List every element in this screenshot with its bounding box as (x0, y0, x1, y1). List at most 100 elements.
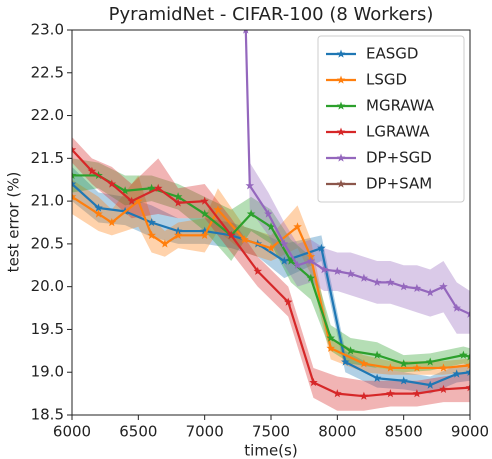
point-marker (386, 363, 395, 372)
legend-marker (336, 75, 346, 84)
point-marker (72, 145, 77, 154)
point-marker (200, 196, 209, 205)
point-marker (399, 376, 408, 385)
legend-label: LSGD (366, 71, 407, 89)
legend-label: EASGD (366, 45, 418, 63)
y-tick-label: 22.5 (31, 63, 64, 81)
point-marker (87, 166, 97, 175)
point-marker (326, 333, 335, 342)
error-band (72, 166, 470, 394)
point-marker (465, 383, 470, 392)
x-tick-label: 8000 (318, 423, 356, 441)
point-marker (245, 181, 255, 190)
point-marker (226, 230, 236, 239)
y-tick-label: 23.0 (31, 21, 64, 39)
y-tick-label: 19.0 (31, 363, 64, 381)
point-marker (439, 363, 448, 372)
point-marker (425, 288, 435, 297)
point-marker (306, 273, 316, 282)
point-marker (439, 384, 448, 393)
legend-label: LGRAWA (366, 123, 430, 141)
y-tick-label: 21.5 (31, 149, 64, 167)
x-tick-label: 6500 (119, 423, 157, 441)
error-band (72, 136, 470, 411)
legend-label: MGRAWA (366, 97, 435, 115)
point-marker (240, 235, 249, 244)
point-marker (359, 391, 369, 400)
point-marker (459, 350, 468, 359)
x-tick-label: 8500 (385, 423, 423, 441)
point-marker (319, 265, 329, 274)
point-marker (107, 218, 117, 227)
point-marker (372, 350, 382, 359)
point-marker (333, 266, 342, 275)
legend-label: DP+SAM (366, 175, 432, 193)
plot (72, 30, 470, 411)
point-marker (107, 179, 117, 188)
point-marker (412, 363, 422, 372)
y-tick-label: 20.0 (31, 277, 64, 295)
point-marker (359, 359, 369, 368)
legend-marker (336, 101, 346, 110)
x-tick-label: 7000 (186, 423, 224, 441)
point-marker (386, 277, 395, 286)
point-marker (439, 282, 448, 291)
point-marker (200, 209, 209, 218)
point-marker (452, 369, 461, 378)
point-marker (134, 196, 143, 205)
x-tick-label: 9000 (451, 423, 489, 441)
point-marker (243, 30, 249, 34)
chart-title: PyramidNet - CIFAR-100 (8 Workers) (109, 4, 434, 25)
x-axis-label: time(s) (244, 442, 297, 459)
point-marker (94, 209, 103, 218)
point-marker (173, 230, 183, 239)
legend-marker (336, 153, 346, 162)
point-marker (72, 179, 77, 188)
series-line (72, 174, 470, 365)
point-marker (147, 183, 156, 192)
point-marker (465, 367, 470, 376)
point-marker (120, 186, 130, 195)
x-tick-label: 6000 (53, 423, 91, 441)
point-marker (160, 239, 170, 248)
point-marker (72, 170, 77, 180)
point-marker (465, 309, 470, 318)
point-marker (173, 226, 183, 235)
point-marker (154, 183, 163, 192)
point-marker (412, 389, 422, 398)
x-tick-label: 7500 (252, 423, 290, 441)
point-marker (465, 360, 470, 369)
point-marker (372, 373, 382, 382)
error-band (245, 30, 470, 334)
point-marker (309, 378, 318, 387)
point-marker (264, 209, 273, 218)
point-marker (293, 260, 302, 269)
point-marker (72, 192, 77, 201)
point-marker (306, 256, 316, 265)
point-marker (284, 297, 293, 306)
point-marker (253, 266, 262, 275)
legend-box (317, 35, 465, 203)
point-marker (280, 256, 289, 265)
point-marker (412, 283, 422, 292)
point-marker (266, 243, 276, 252)
point-marker (399, 282, 408, 291)
point-marker (465, 352, 470, 361)
point-marker (173, 198, 183, 207)
legend-marker (336, 127, 346, 136)
point-marker (127, 196, 136, 205)
plot-frame (71, 29, 471, 416)
point-marker (266, 222, 276, 231)
point-marker (200, 230, 209, 239)
point-marker (94, 203, 103, 212)
point-marker (341, 357, 350, 366)
point-marker (173, 192, 183, 201)
point-marker (399, 359, 408, 368)
y-tick-label: 20.5 (31, 234, 64, 252)
series-line (72, 183, 470, 387)
y-tick-label: 22.0 (31, 106, 64, 124)
point-marker (293, 222, 302, 231)
point-marker (425, 357, 435, 366)
y-tick-label: 18.5 (31, 406, 64, 424)
point-marker (306, 252, 316, 261)
